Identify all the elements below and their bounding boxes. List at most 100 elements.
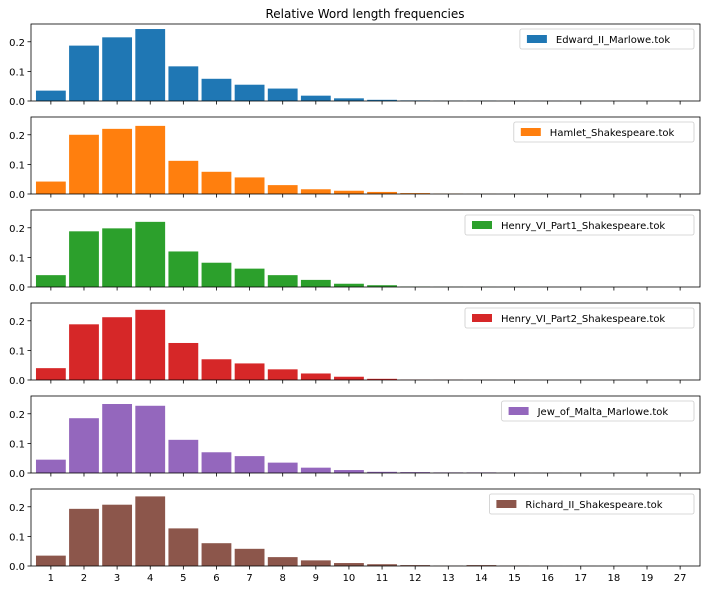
bar-Henry_VI_Part2_Shakespeare.tok-8 [267,369,298,380]
x-tick-label: 9 [313,573,319,584]
subplot-panels: 0.0 0.1 0.2 Edward_II_Marlowe.tok 0.0 0.1 0.2 H… [9,23,701,584]
legend-label: Henry_VI_Part2_Shakespeare.tok [501,314,665,325]
legend: Edward_II_Marlowe.tok [519,28,695,50]
bar-Hamlet_Shakespeare.tok-1 [35,181,66,194]
bar-Jew_of_Malta_Marlowe.tok-11 [367,471,397,473]
bar-Hamlet_Shakespeare.tok-12 [400,193,431,194]
axes-frame [30,488,701,567]
x-tick-label: 8 [280,573,286,584]
axes-frame [30,209,701,288]
subplot-5: 0.0 0.1 0.2 Jew_of_Malta_Marlowe.tok [9,395,701,480]
legend-box [501,400,695,422]
y-tick-label: 0.2 [9,317,25,328]
y-tick-label: 0.2 [9,410,25,421]
legend-box [464,214,695,236]
bar-Hamlet_Shakespeare.tok-9 [300,189,331,194]
bar-Hamlet_Shakespeare.tok-11 [367,191,397,194]
bar-Henry_VI_Part2_Shakespeare.tok-7 [234,363,265,380]
bar-Edward_II_Marlowe.tok-8 [267,88,298,101]
legend-label: Hamlet_Shakespeare.tok [550,128,675,139]
bar-Richard_II_Shakespeare.tok-2 [69,508,99,566]
bar-Jew_of_Malta_Marlowe.tok-3 [102,404,133,473]
bar-Henry_VI_Part1_Shakespeare.tok-3 [102,228,133,287]
axes-frame [30,23,701,102]
bar-Richard_II_Shakespeare.tok-3 [102,504,133,566]
legend-swatch [472,314,492,322]
axes-frame [30,302,701,381]
legend: Jew_of_Malta_Marlowe.tok [501,400,695,422]
y-tick-label: 0.0 [9,190,25,201]
bar-Richard_II_Shakespeare.tok-1 [35,555,66,566]
bar-Henry_VI_Part1_Shakespeare.tok-1 [35,275,66,287]
bar-Jew_of_Malta_Marlowe.tok-9 [300,467,331,473]
bar-Henry_VI_Part1_Shakespeare.tok-4 [135,221,166,287]
y-tick-label: 0.1 [9,346,25,357]
bar-Jew_of_Malta_Marlowe.tok-10 [334,470,364,473]
bar-Henry_VI_Part1_Shakespeare.tok-8 [267,275,298,287]
x-tick-label: 12 [409,573,422,584]
bar-Richard_II_Shakespeare.tok-5 [168,528,199,566]
bar-Jew_of_Malta_Marlowe.tok-8 [267,462,298,473]
y-tick-label: 0.1 [9,532,25,543]
subplot-2: 0.0 0.1 0.2 Hamlet_Shakespeare.tok [9,116,701,201]
bar-Edward_II_Marlowe.tok-1 [35,90,66,101]
x-tick-label: 4 [147,573,153,584]
bar-Henry_VI_Part1_Shakespeare.tok-9 [300,279,331,287]
legend-swatch [520,128,541,136]
legend: Hamlet_Shakespeare.tok [513,121,695,143]
bar-Jew_of_Malta_Marlowe.tok-5 [168,439,199,473]
legend: Henry_VI_Part2_Shakespeare.tok [464,307,695,329]
bar-Hamlet_Shakespeare.tok-6 [201,171,232,194]
bar-Henry_VI_Part2_Shakespeare.tok-5 [168,342,199,380]
bar-Henry_VI_Part2_Shakespeare.tok-11 [367,378,397,380]
x-tick-label: 7 [246,573,252,584]
y-tick-label: 0.2 [9,503,25,514]
bar-Richard_II_Shakespeare.tok-10 [334,563,364,566]
bar-Henry_VI_Part1_Shakespeare.tok-5 [168,251,199,287]
bar-Richard_II_Shakespeare.tok-14 [466,565,497,566]
bar-Henry_VI_Part1_Shakespeare.tok-7 [234,268,265,287]
bar-Jew_of_Malta_Marlowe.tok-12 [400,472,431,473]
bar-Richard_II_Shakespeare.tok-11 [367,564,397,566]
bar-Henry_VI_Part1_Shakespeare.tok-2 [69,231,99,287]
y-tick-label: 0.0 [9,469,25,480]
y-tick-label: 0.0 [9,562,25,573]
bar-Henry_VI_Part1_Shakespeare.tok-6 [201,262,232,287]
legend: Richard_II_Shakespeare.tok [488,493,695,515]
y-tick-label: 0.2 [9,224,25,235]
bar-Edward_II_Marlowe.tok-3 [102,37,133,101]
y-tick-label: 0.0 [9,283,25,294]
bar-Hamlet_Shakespeare.tok-7 [234,177,265,194]
bar-Edward_II_Marlowe.tok-4 [135,29,166,102]
legend-label: Edward_II_Marlowe.tok [556,35,670,46]
y-tick-label: 0.2 [9,38,25,49]
legend-box [464,307,695,329]
subplot-3: 0.0 0.1 0.2 Henry_VI_Part1_Shakespeare.tok [9,209,701,294]
bar-Richard_II_Shakespeare.tok-8 [267,557,298,566]
bar-Edward_II_Marlowe.tok-6 [201,78,232,101]
bar-Hamlet_Shakespeare.tok-8 [267,185,298,194]
axes-frame [30,116,701,195]
bar-Jew_of_Malta_Marlowe.tok-4 [135,405,166,473]
bar-Henry_VI_Part1_Shakespeare.tok-10 [334,283,364,287]
y-tick-label: 0.1 [9,253,25,264]
bar-Henry_VI_Part2_Shakespeare.tok-4 [135,309,166,380]
x-tick-label: 11 [376,573,389,584]
x-tick-label: 6 [213,573,219,584]
bar-Edward_II_Marlowe.tok-10 [334,98,364,101]
y-tick-label: 0.1 [9,439,25,450]
x-tick-label: 5 [180,573,186,584]
legend-label: Jew_of_Malta_Marlowe.tok [537,407,669,418]
bar-Henry_VI_Part2_Shakespeare.tok-10 [334,376,364,380]
bar-Henry_VI_Part2_Shakespeare.tok-1 [35,368,66,380]
x-tick-label: 3 [114,573,120,584]
x-tick-label: 17 [574,573,587,584]
y-tick-label: 0.0 [9,97,25,108]
bar-Jew_of_Malta_Marlowe.tok-2 [69,418,99,473]
bar-Edward_II_Marlowe.tok-9 [300,95,331,101]
axes-frame [30,395,701,474]
bar-Richard_II_Shakespeare.tok-7 [234,548,265,566]
x-tick-label: 2 [81,573,87,584]
bar-Richard_II_Shakespeare.tok-9 [300,560,331,566]
